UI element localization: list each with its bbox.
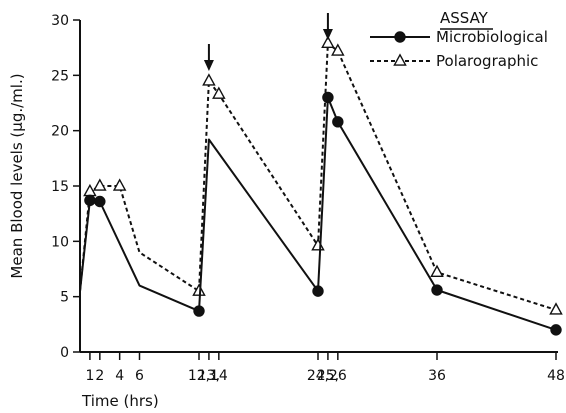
data-point (550, 324, 562, 336)
data-point (393, 53, 407, 66)
x-tick-label: 2 (95, 368, 104, 384)
dose-arrow-icon (203, 44, 214, 71)
data-point (192, 283, 206, 296)
y-tick-label: 10 (51, 234, 69, 250)
data-point (431, 284, 443, 296)
data-point (193, 305, 205, 317)
data-point (212, 86, 226, 99)
x-tick-label: 4 (115, 368, 124, 384)
x-axis-ticks: 1 2 4 6 12,13,14 24,25,26 36 48 (85, 352, 565, 384)
x-tick-label: 12, (188, 368, 210, 384)
y-tick-label: 25 (51, 68, 69, 84)
x-tick-label: 1 (85, 368, 94, 384)
y-axis-label: Mean Blood levels (μg./ml.) (8, 73, 26, 278)
dose-arrows (203, 13, 333, 71)
legend-label: Microbiological (436, 28, 548, 46)
x-tick-label: 14 (210, 368, 228, 384)
series-line (79, 42, 557, 311)
data-point (321, 35, 335, 48)
y-tick-label: 15 (51, 179, 69, 195)
x-tick-label: 24, (307, 368, 329, 384)
legend-label: Polarographic (436, 52, 538, 70)
data-point (332, 116, 344, 128)
data-point (94, 195, 106, 208)
legend: ASSAY Microbiological Polarographic (370, 9, 548, 70)
data-point (549, 302, 563, 315)
legend-item: Polarographic (370, 52, 538, 70)
y-tick-label: 5 (60, 290, 69, 306)
data-point (84, 194, 96, 207)
data-point (112, 178, 127, 191)
legend-item: Microbiological (370, 28, 548, 46)
y-tick-label: 30 (51, 13, 69, 29)
data-point (202, 73, 216, 86)
series-layer (79, 35, 563, 336)
series-microbiological (79, 91, 562, 336)
x-tick-label: 48 (547, 368, 565, 384)
series-polarographic (79, 35, 563, 315)
x-tick-label: 6 (135, 368, 144, 384)
data-point (93, 178, 107, 191)
y-tick-label: 0 (60, 345, 69, 361)
y-axis-ticks: 0 5 10 15 20 25 30 (51, 13, 80, 361)
x-tick-label: 25, (317, 368, 339, 384)
data-point (430, 264, 444, 278)
x-tick-label: 36 (428, 368, 446, 384)
dose-arrow-icon (322, 13, 333, 40)
x-tick-label: 13, (198, 368, 220, 384)
data-point (322, 91, 334, 104)
legend-title: ASSAY (440, 9, 489, 27)
y-tick-label: 20 (51, 124, 69, 140)
x-tick-label: 26 (329, 368, 347, 384)
data-point (312, 285, 324, 297)
data-point (331, 43, 345, 56)
x-axis-label: Time (hrs) (81, 392, 159, 410)
data-point (394, 31, 406, 43)
